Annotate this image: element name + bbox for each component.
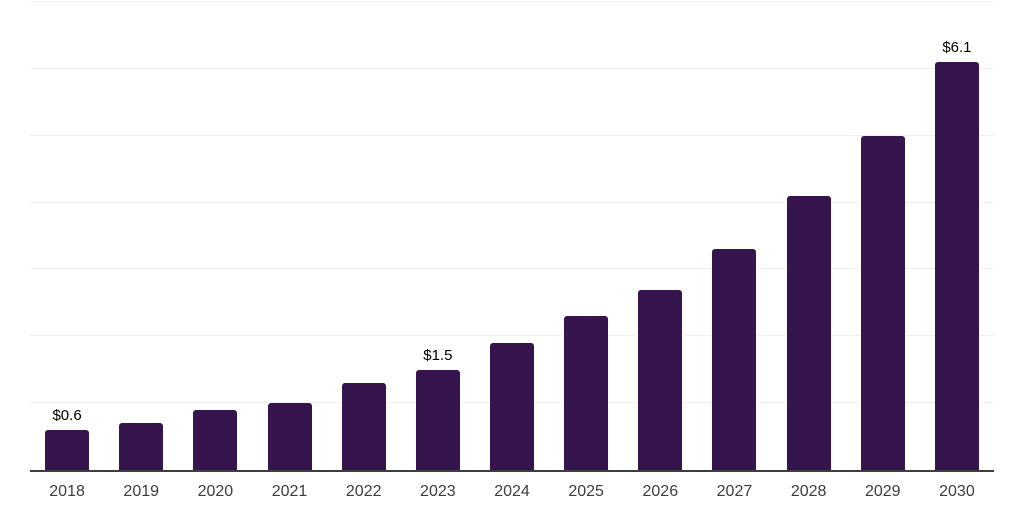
bar-2028 — [786, 195, 831, 470]
data-label-2018: $0.6 — [52, 406, 82, 424]
x-tick-2029: 2029 — [864, 483, 901, 500]
x-tick-2021: 2021 — [271, 483, 308, 500]
gridline — [30, 268, 994, 270]
bar-2029 — [860, 135, 905, 470]
bar-2030 — [934, 62, 979, 470]
x-tick-2028: 2028 — [790, 483, 827, 500]
gridline — [30, 201, 994, 203]
x-tick-2022: 2022 — [345, 483, 382, 500]
gridline — [30, 1, 994, 2]
bar-2020 — [193, 409, 238, 470]
x-tick-2020: 2020 — [197, 483, 234, 500]
data-label-2030: $6.1 — [942, 39, 972, 57]
bar-2021 — [267, 403, 312, 470]
x-tick-2027: 2027 — [716, 483, 753, 500]
x-tick-2018: 2018 — [49, 483, 85, 500]
x-tick-2019: 2019 — [123, 483, 160, 500]
x-axis-tick-labels: 2018 2019 2020 2021 2022 2023 2024 2025 2026 2027… — [30, 484, 994, 504]
bar-2019 — [119, 423, 164, 470]
bar-2026 — [638, 289, 683, 470]
bar-2022 — [341, 383, 386, 470]
x-tick-2026: 2026 — [642, 483, 679, 500]
gridline — [30, 134, 994, 136]
plot-area: $0.6 $1.5 $6.1 — [30, 1, 994, 470]
bar-2024 — [490, 342, 534, 470]
x-tick-2023: 2023 — [420, 483, 456, 500]
data-label-2023: $1.5 — [423, 346, 453, 364]
bar-2025 — [564, 316, 609, 470]
x-tick-2025: 2025 — [568, 483, 604, 500]
bar-2023 — [415, 369, 460, 470]
x-tick-2030: 2030 — [939, 483, 975, 500]
bar-2027 — [712, 249, 757, 470]
x-tick-2024: 2024 — [494, 483, 530, 500]
x-axis-line — [30, 470, 994, 472]
bar-2018 — [45, 429, 90, 470]
gridline — [30, 67, 994, 69]
gridline — [30, 335, 994, 337]
